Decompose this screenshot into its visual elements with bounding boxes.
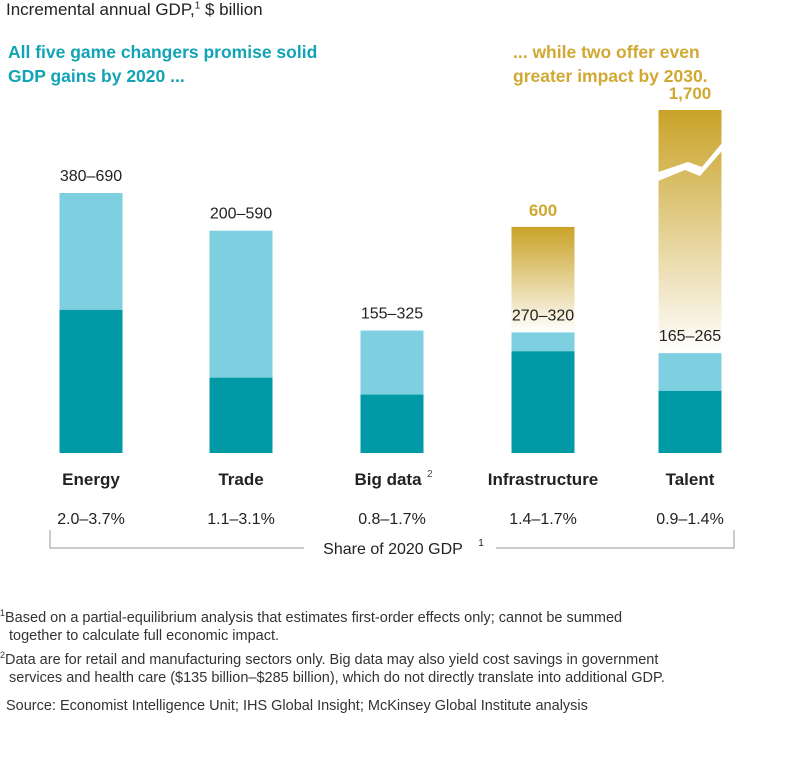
chart-svg: 380–690 Energy 2.0–3.7% 200–590 Trade 1.1–3.1…: [49, 84, 735, 558]
bar-range-high-infrastructure: [511, 332, 575, 352]
bar-range-high-trade: [209, 230, 273, 378]
bar-range-low-infrastructure: [511, 351, 575, 453]
axis-break-mark: [655, 140, 725, 182]
bar-range-high-big data: [360, 330, 424, 395]
category-label-infrastructure: Infrastructure: [488, 470, 599, 489]
range-label-infrastructure: 270–320: [512, 307, 574, 324]
share-axis-label: Share of 2020 GDP: [323, 541, 463, 558]
category-label-talent: Talent: [666, 470, 715, 489]
share-label-big data: 0.8–1.7%: [358, 511, 426, 528]
share-label-trade: 1.1–3.1%: [207, 511, 275, 528]
chart-subtitle: Incremental annual GDP,1 $ billion: [6, 0, 263, 19]
label-2030-talent: 1,700: [669, 84, 712, 103]
share-label-energy: 2.0–3.7%: [57, 511, 125, 528]
category-label-energy: Energy: [62, 470, 120, 489]
bar-range-low-trade: [209, 377, 273, 453]
bar-range-low-talent: [658, 390, 722, 453]
share-bracket: [49, 530, 735, 549]
bar-2030-talent: [658, 110, 722, 354]
category-label-big data: Big data: [354, 470, 422, 489]
heading-2020: All five game changers promise solid GDP…: [8, 42, 318, 86]
share-label-talent: 0.9–1.4%: [656, 511, 724, 528]
share-label-infrastructure: 1.4–1.7%: [509, 511, 577, 528]
bar-2030-infrastructure: [511, 226, 575, 333]
range-label-energy: 380–690: [60, 168, 122, 185]
label-2030-infrastructure: 600: [529, 201, 557, 220]
footnote-2: 2Data are for retail and manufacturing s…: [0, 650, 665, 686]
range-label-talent: 165–265: [659, 328, 721, 345]
bar-range-low-big data: [360, 394, 424, 453]
range-label-trade: 200–590: [210, 206, 272, 223]
share-axis-note: 1: [478, 538, 484, 549]
category-note-big data: 2: [427, 469, 433, 480]
footnote-1: 1Based on a partial-equilibrium analysis…: [0, 608, 623, 644]
source-note: Source: Economist Intelligence Unit; IHS…: [6, 698, 588, 714]
category-label-trade: Trade: [218, 470, 263, 489]
heading-2030: ... while two offer even greater impact …: [513, 42, 708, 86]
bar-range-high-energy: [59, 193, 123, 310]
range-label-big data: 155–325: [361, 306, 423, 323]
bar-range-low-energy: [59, 309, 123, 453]
bar-range-high-talent: [658, 353, 722, 391]
